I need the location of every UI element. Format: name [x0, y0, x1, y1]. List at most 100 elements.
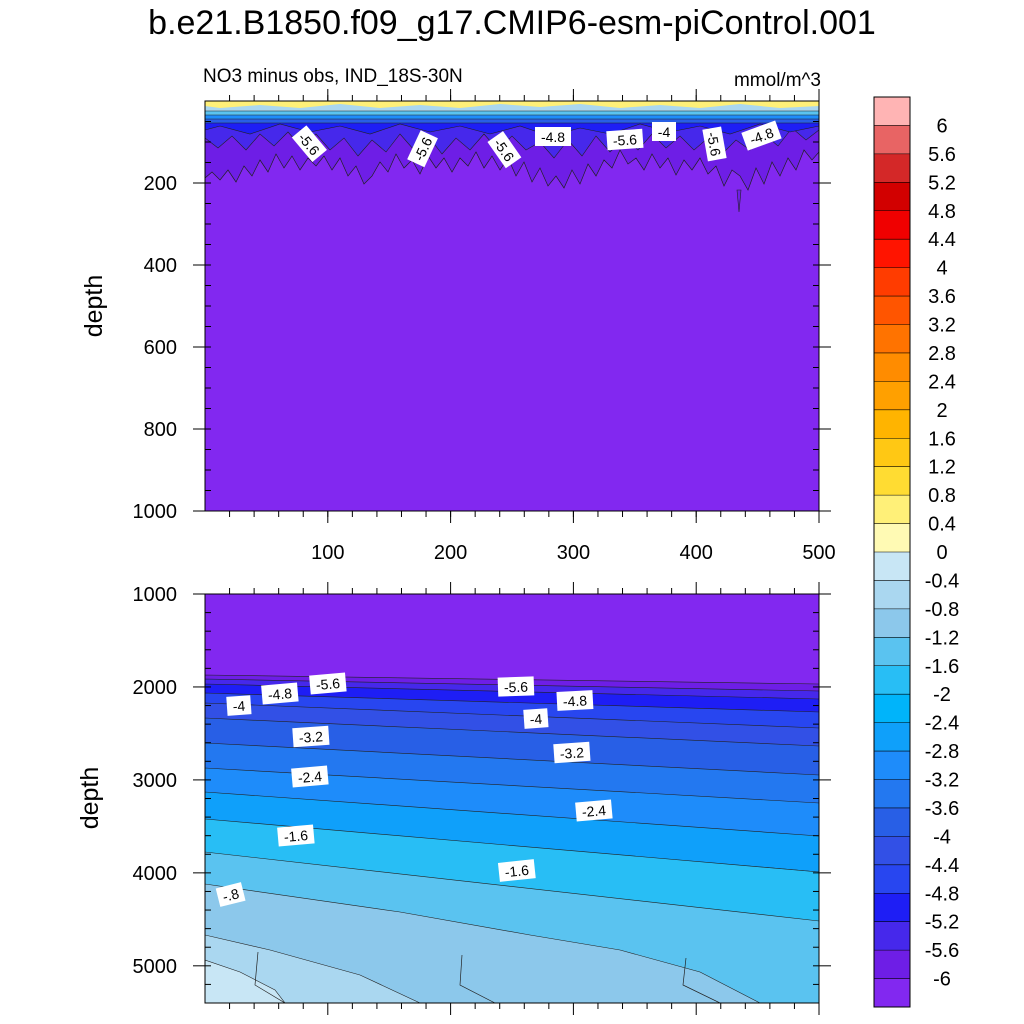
top-contour-label: -4.8 [748, 124, 776, 147]
colorbar-label: 4 [936, 258, 947, 280]
top-contour-spike [736, 189, 742, 213]
top-x-tick-label: 100 [311, 542, 344, 564]
bottom-contour-labels: -5.6 -4.8 -4 -3.2 -2.4 -1.6 -.8 -5.6 -4.… [215, 672, 613, 907]
colorbar-swatch [874, 950, 910, 979]
colorbar-swatch [874, 267, 910, 297]
colorbar-swatch [874, 182, 910, 212]
bottom-contour-label: -4 [529, 711, 543, 728]
colorbar-label: -4 [933, 826, 951, 848]
bottom-contour-label: -2.4 [297, 768, 323, 786]
colorbar-swatch [874, 153, 910, 183]
bottom-contour-label: -.8 [221, 885, 241, 905]
colorbar-label: -2.8 [925, 741, 959, 763]
top-x-tick-label: 300 [557, 542, 590, 564]
bottom-axes: 1000 2000 3000 4000 5000 [133, 582, 831, 1015]
top-band-positive [205, 101, 819, 108]
top-band-deep [205, 101, 819, 511]
colorbar-label: -4.4 [925, 855, 959, 877]
colorbar-swatch [874, 836, 910, 866]
bottom-contour-label: -5.6 [315, 675, 341, 693]
top-contour-lines [205, 110, 819, 124]
top-y-tick-label: 800 [144, 419, 177, 441]
bottom-y-tick-label: 4000 [133, 863, 178, 885]
top-y-axis-label: depth [80, 275, 108, 338]
top-contour-label: -5.6 [704, 131, 724, 158]
bot-grid-edges [254, 951, 721, 1003]
colorbar-label: 3.2 [928, 315, 956, 337]
colorbar-swatch [874, 751, 910, 780]
colorbar-label: 2.4 [928, 371, 956, 393]
top-x-tick-label: 500 [802, 542, 835, 564]
bottom-contour-label: -3.2 [298, 728, 323, 746]
top-panel-variable-label: NO3 minus obs, IND_18S-30N [203, 66, 463, 87]
colorbar-swatch [874, 495, 910, 524]
colorbar-swatch [874, 239, 910, 268]
bottom-contour-label: -1.6 [504, 862, 530, 880]
colorbar-swatch [874, 296, 910, 325]
colorbar-label: -5.2 [925, 912, 959, 934]
top-axes: 200 400 600 800 1000 100 200 300 400 500 [133, 89, 836, 564]
colorbar-label: 5.2 [928, 172, 956, 194]
colorbar-swatch [874, 210, 910, 240]
bottom-contour-label: -4.8 [267, 685, 293, 703]
top-y-tick-label: 600 [144, 337, 177, 359]
colorbar-label: -2.4 [925, 713, 959, 735]
colorbar-label: 0 [936, 542, 947, 564]
colorbar-swatch [874, 807, 910, 837]
bottom-contour-label: -4 [232, 698, 246, 715]
colorbar-label: -6 [933, 969, 951, 991]
colorbar-label: 4.4 [928, 229, 956, 251]
colorbar-label: 3.6 [928, 286, 956, 308]
colorbar-swatch [874, 580, 910, 610]
bottom-contour-field [205, 594, 819, 1003]
bot-band-minus-0-2 [205, 959, 286, 1003]
colorbar-swatch [874, 779, 910, 809]
colorbar-label: -3.2 [925, 770, 959, 792]
colorbar-label: -0.4 [925, 570, 959, 592]
colorbar-swatch [874, 409, 910, 439]
bottom-contour-label: -5.6 [504, 679, 529, 696]
figure-title: b.e21.B1850.f09_g17.CMIP6-esm-piControl.… [148, 4, 876, 42]
bottom-y-tick-label: 2000 [133, 677, 178, 699]
colorbar-swatch [874, 893, 910, 922]
colorbar-swatch [874, 921, 910, 951]
colorbar-label: -0.8 [925, 599, 959, 621]
colorbar-label: 2.8 [928, 343, 956, 365]
colorbar-swatch [874, 125, 910, 155]
colorbar-swatch [874, 324, 910, 354]
bottom-y-axis-label: depth [76, 767, 104, 830]
top-band-minus-0-6 [205, 101, 819, 111]
colorbar-swatch [874, 352, 910, 382]
top-contour-label: -5.6 [612, 131, 637, 149]
colorbar-label: -3.6 [925, 798, 959, 820]
colorbar-label: 0.8 [928, 485, 956, 507]
bottom-y-tick-label: 5000 [133, 956, 178, 978]
bottom-y-tick-label: 1000 [133, 584, 178, 606]
top-y-tick-label: 200 [144, 173, 177, 195]
colorbar-label: 0.4 [928, 514, 956, 536]
colorbar-label: 4.8 [928, 201, 956, 223]
colorbar-label: 2 [936, 400, 947, 422]
bottom-contour-label: -2.4 [581, 802, 607, 820]
colorbar-swatch [874, 466, 910, 496]
colorbar-swatch [874, 381, 910, 411]
bottom-panel: -5.6 -4.8 -4 -3.2 -2.4 -1.6 -.8 -5.6 -4.… [76, 582, 831, 1015]
colorbar-swatch [874, 665, 910, 695]
colorbar-label: 1.6 [928, 428, 956, 450]
colorbar-label: 5.6 [928, 144, 956, 166]
colorbar-swatch [874, 722, 910, 752]
colorbar-swatch [874, 608, 910, 638]
colorbar-label: 1.2 [928, 457, 956, 479]
bottom-y-tick-label: 3000 [133, 770, 178, 792]
colorbar-swatch [874, 978, 910, 1008]
top-panel-units-label: mmol/m^3 [734, 70, 821, 91]
colorbar-label: -1.2 [925, 627, 959, 649]
top-panel: NO3 minus obs, IND_18S-30N mmol/m^3 [80, 66, 836, 564]
bottom-contour-label: -3.2 [559, 744, 584, 762]
top-x-tick-label: 200 [434, 542, 467, 564]
colorbar-label: -1.6 [925, 656, 959, 678]
colorbar-swatch [874, 637, 910, 667]
top-contour-label: -4.8 [541, 129, 565, 145]
colorbar: 6 5.6 5.2 4.8 4.4 4 3.6 3.2 2.8 2.4 2 1.6 1.2 0.8 0.4 0… [873, 96, 959, 1008]
